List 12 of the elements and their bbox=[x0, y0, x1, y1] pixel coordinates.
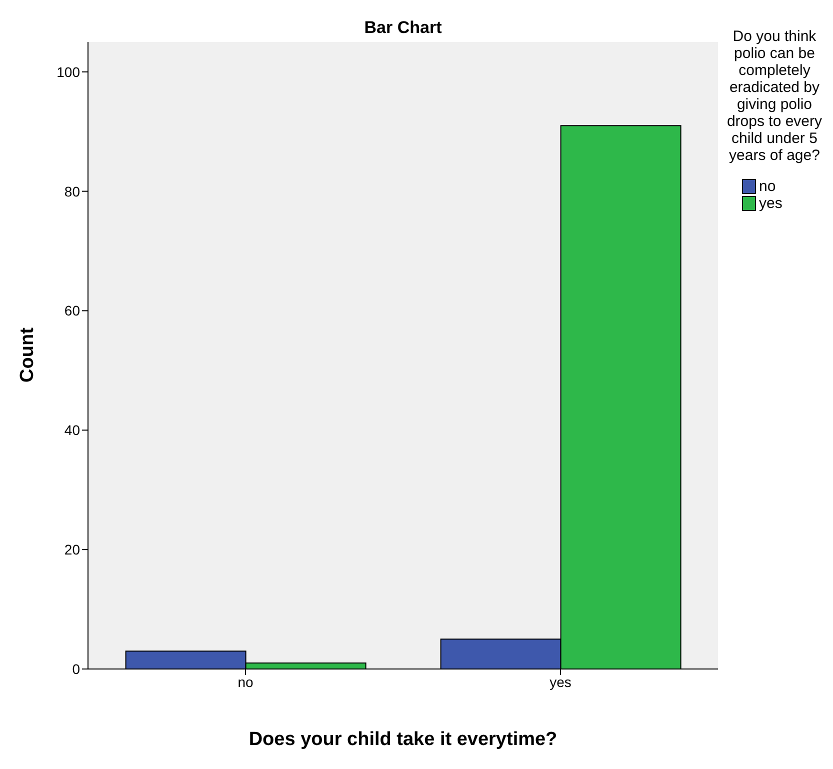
chart-title: Bar Chart bbox=[363, 18, 443, 38]
x-axis-title: Does your child take it everytime? bbox=[248, 729, 558, 751]
legend-title: Do you think polio can be completely eradicated by giving polio drops to every child under 5 years of age? bbox=[726, 28, 824, 164]
y-tick-label: 80 bbox=[64, 183, 80, 200]
y-tick-label: 20 bbox=[64, 542, 80, 558]
y-axis-title: Count bbox=[17, 326, 39, 384]
y-tick-label: 40 bbox=[64, 422, 80, 438]
legend-label: yes bbox=[759, 195, 782, 212]
y-tick-label: 0 bbox=[72, 660, 80, 677]
y-tick-label: 60 bbox=[64, 302, 80, 319]
y-tick-label: 100 bbox=[56, 64, 80, 80]
legend-label: no bbox=[759, 178, 776, 195]
